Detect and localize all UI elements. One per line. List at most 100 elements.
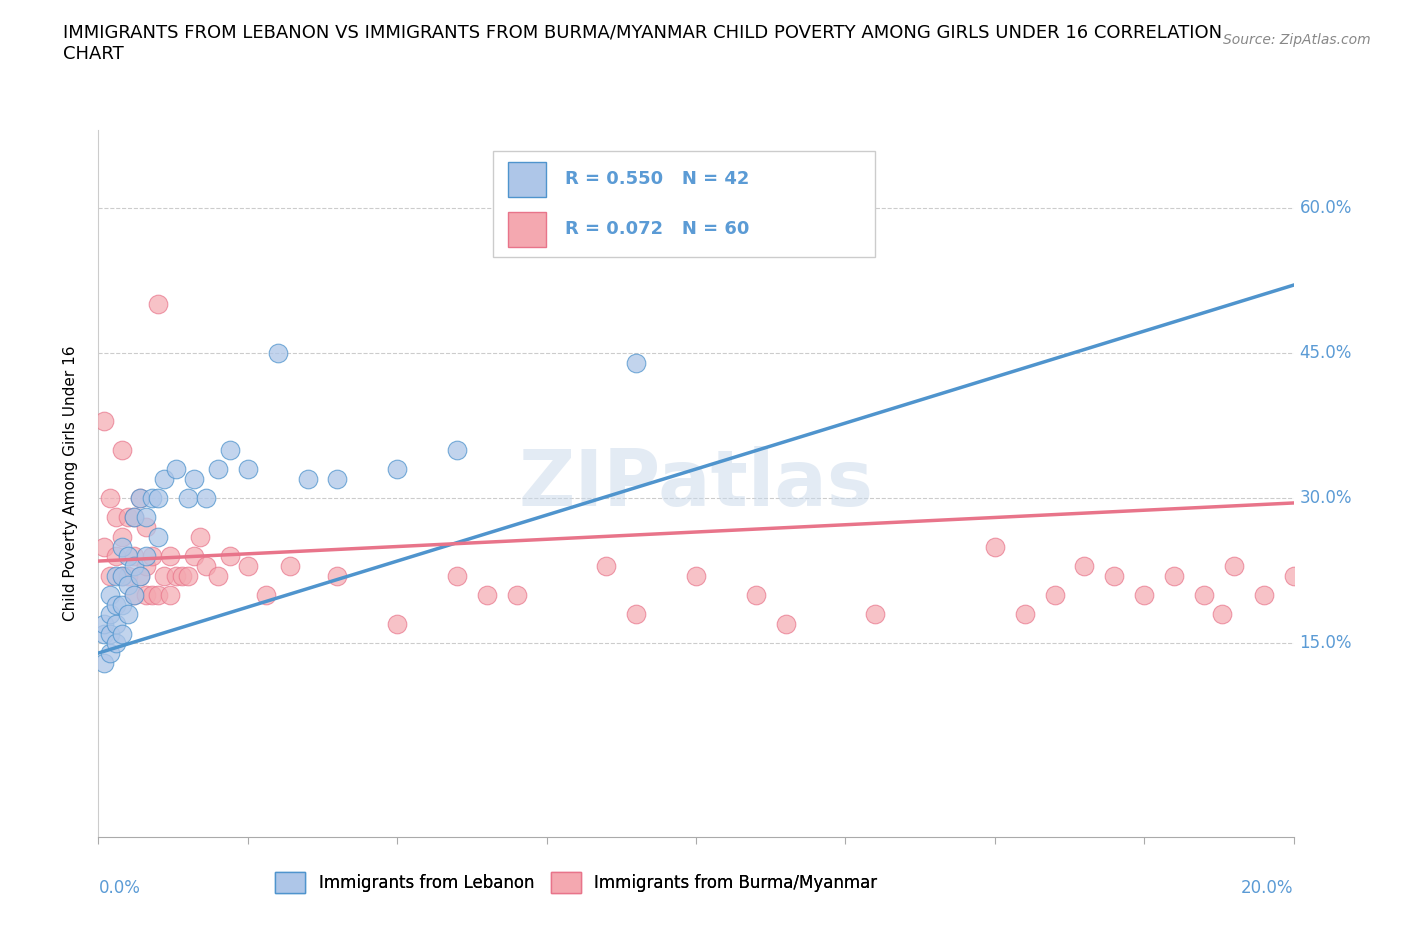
Point xyxy=(1253,588,1275,603)
Point xyxy=(111,597,134,612)
Point xyxy=(148,588,170,603)
Point xyxy=(983,539,1005,554)
Point xyxy=(111,568,134,583)
Text: 20.0%: 20.0% xyxy=(1241,880,1294,897)
Point xyxy=(111,529,134,544)
Point xyxy=(1133,588,1156,603)
Point xyxy=(117,549,139,564)
Point xyxy=(117,510,139,525)
Point xyxy=(188,529,211,544)
Point xyxy=(105,636,128,651)
Point xyxy=(183,472,205,486)
Text: 0.0%: 0.0% xyxy=(98,880,141,897)
Point xyxy=(105,568,128,583)
Point xyxy=(124,588,146,603)
Point xyxy=(254,588,277,603)
Point xyxy=(236,461,259,476)
Point xyxy=(129,568,152,583)
Point xyxy=(93,626,115,641)
Point xyxy=(117,578,139,592)
Point xyxy=(172,568,194,583)
Point xyxy=(135,520,157,535)
Point xyxy=(148,297,170,312)
Point xyxy=(165,568,187,583)
Point xyxy=(135,549,157,564)
Text: 15.0%: 15.0% xyxy=(1299,634,1353,652)
Point xyxy=(141,549,163,564)
Point xyxy=(219,443,242,458)
Point xyxy=(105,617,128,631)
Point xyxy=(385,461,409,476)
Point xyxy=(775,617,797,631)
Point xyxy=(153,472,176,486)
Point xyxy=(1211,607,1233,622)
Point xyxy=(117,568,139,583)
Point xyxy=(124,510,146,525)
Point xyxy=(183,549,205,564)
Point xyxy=(124,558,146,573)
Point xyxy=(98,588,122,603)
Point xyxy=(219,549,242,564)
Point xyxy=(111,443,134,458)
Point xyxy=(865,607,887,622)
Point xyxy=(153,568,176,583)
Point xyxy=(326,472,349,486)
Point xyxy=(98,568,122,583)
Point xyxy=(159,588,181,603)
Point xyxy=(194,558,218,573)
Point xyxy=(165,461,187,476)
Point xyxy=(141,588,163,603)
Text: Source: ZipAtlas.com: Source: ZipAtlas.com xyxy=(1223,33,1371,46)
Point xyxy=(1163,568,1185,583)
Point xyxy=(129,491,152,506)
Point xyxy=(297,472,319,486)
Point xyxy=(745,588,768,603)
Y-axis label: Child Poverty Among Girls Under 16: Child Poverty Among Girls Under 16 xyxy=(63,346,77,621)
Point xyxy=(93,656,115,671)
Text: IMMIGRANTS FROM LEBANON VS IMMIGRANTS FROM BURMA/MYANMAR CHILD POVERTY AMONG GIR: IMMIGRANTS FROM LEBANON VS IMMIGRANTS FR… xyxy=(63,23,1222,41)
Point xyxy=(111,626,134,641)
Point xyxy=(135,510,157,525)
Point xyxy=(117,607,139,622)
Point xyxy=(93,539,115,554)
Point xyxy=(475,588,498,603)
Point xyxy=(446,568,468,583)
Point xyxy=(624,355,647,370)
Point xyxy=(105,549,128,564)
Point xyxy=(278,558,301,573)
Point xyxy=(506,588,529,603)
Point xyxy=(124,549,146,564)
Point xyxy=(685,568,707,583)
Point xyxy=(135,558,157,573)
Point xyxy=(1043,588,1066,603)
Point xyxy=(129,568,152,583)
Point xyxy=(207,568,229,583)
Point xyxy=(141,491,163,506)
Point xyxy=(98,491,122,506)
Text: ZIPatlas: ZIPatlas xyxy=(519,445,873,522)
Point xyxy=(98,645,122,660)
Point xyxy=(177,568,200,583)
Point xyxy=(93,617,115,631)
Point xyxy=(124,510,146,525)
Point xyxy=(236,558,259,573)
Point xyxy=(1282,568,1305,583)
Point xyxy=(159,549,181,564)
Point xyxy=(207,461,229,476)
Point xyxy=(105,510,128,525)
Point xyxy=(385,617,409,631)
Point xyxy=(1073,558,1095,573)
Point xyxy=(1014,607,1036,622)
Point xyxy=(98,607,122,622)
Legend: Immigrants from Lebanon, Immigrants from Burma/Myanmar: Immigrants from Lebanon, Immigrants from… xyxy=(269,866,884,899)
Point xyxy=(267,345,290,360)
Point xyxy=(93,413,115,428)
Point xyxy=(595,558,617,573)
Point xyxy=(1104,568,1126,583)
Text: CHART: CHART xyxy=(63,45,124,62)
Point xyxy=(194,491,218,506)
Point xyxy=(135,588,157,603)
Point xyxy=(1192,588,1215,603)
Point xyxy=(148,529,170,544)
Point xyxy=(326,568,349,583)
